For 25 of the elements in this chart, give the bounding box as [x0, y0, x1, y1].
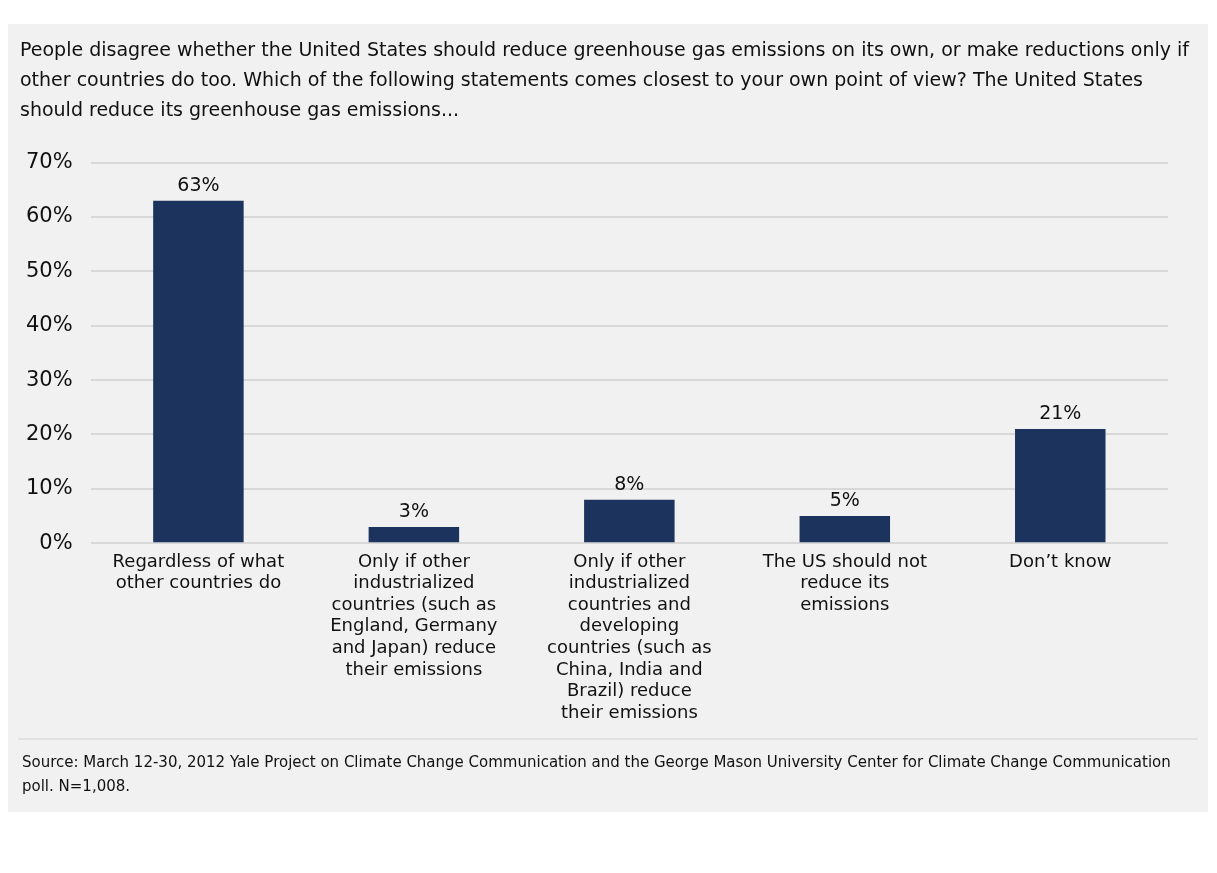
y-tick-label: 40%	[25, 312, 73, 337]
x-tick-label: Don’t know	[1009, 549, 1112, 571]
chart-title: People disagree whether the United States should reduce greenhouse gas emissions on its own, or make reductions only if other countries do too. Which of the following statements comes closest to your own point of view? The United States should reduce its greenhouse gas emissions...	[19, 37, 1191, 122]
bar	[153, 200, 244, 543]
bar	[799, 516, 891, 543]
data-label: 3%	[398, 499, 429, 522]
data-label: 8%	[614, 472, 645, 495]
x-tick-label: Only if other industrialized countries and developing countries (such as China, India and Brazil) reduce their emissions	[547, 549, 712, 722]
bar	[1015, 429, 1106, 543]
y-tick-label: 10%	[25, 475, 73, 500]
data-label: 63%	[177, 173, 220, 196]
y-tick-label: 50%	[25, 257, 73, 282]
y-tick-label: 20%	[25, 420, 73, 445]
x-tick-label: Only if other industrialized countries (such as England, Germany and Japan) reduce their emissions	[330, 549, 498, 679]
x-tick-label: Regardless of what other countries do	[112, 549, 285, 593]
bar	[368, 526, 460, 543]
y-tick-label: 70%	[25, 149, 73, 174]
bar	[584, 499, 675, 543]
data-label: 21%	[1039, 401, 1082, 424]
y-tick-label: 30%	[25, 366, 73, 391]
x-tick-label: The US should not reduce its emissions	[761, 549, 927, 614]
data-label: 5%	[829, 488, 860, 511]
y-tick-label: 0%	[39, 529, 73, 554]
source-note: Source: March 12-30, 2012 Yale Project on Climate Change Communication and the George Mason University Center for Climate Change Communication poll. N=1,008.	[21, 752, 1172, 797]
y-tick-label: 60%	[25, 203, 73, 228]
